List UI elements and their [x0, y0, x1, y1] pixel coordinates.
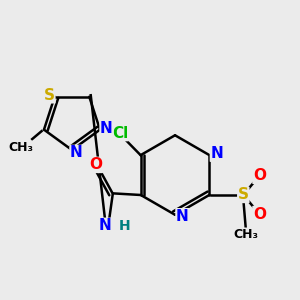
Text: O: O: [253, 206, 266, 221]
Text: N: N: [98, 218, 111, 233]
Text: CH₃: CH₃: [8, 141, 33, 154]
Text: O: O: [89, 158, 102, 172]
Text: N: N: [210, 146, 223, 161]
Text: N: N: [176, 209, 189, 224]
Text: N: N: [70, 146, 83, 160]
Text: N: N: [100, 121, 113, 136]
Text: Cl: Cl: [112, 126, 128, 141]
Text: H: H: [118, 219, 130, 233]
Text: S: S: [238, 188, 249, 202]
Text: S: S: [44, 88, 55, 103]
Text: CH₃: CH₃: [233, 228, 258, 241]
Text: O: O: [253, 168, 266, 183]
